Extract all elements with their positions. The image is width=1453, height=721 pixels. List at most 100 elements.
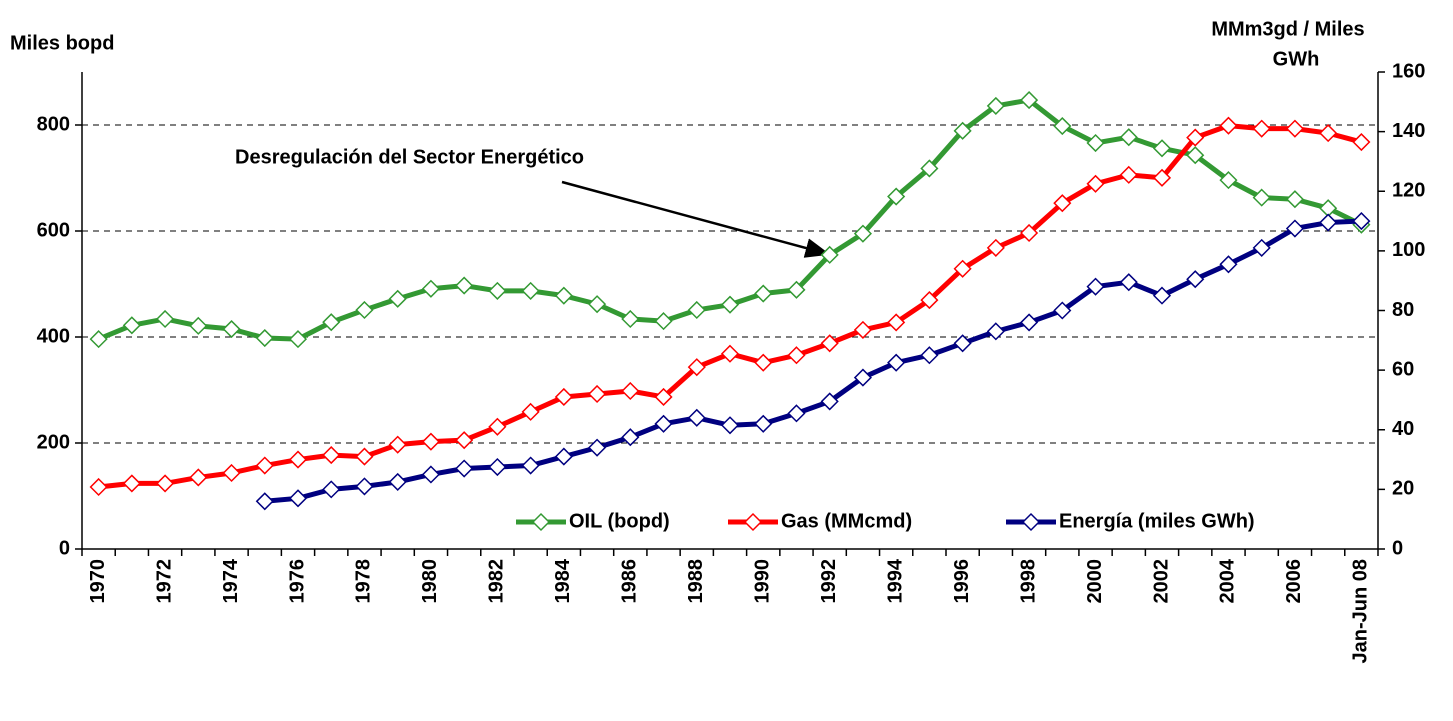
data-point [621,381,640,401]
data-point [820,334,839,353]
data-point [1152,286,1172,305]
x-tick-label: 1972 [153,559,175,604]
data-point [189,316,208,335]
data-point [1020,223,1039,243]
data-point [1086,174,1105,193]
data-point [754,414,773,433]
data-point [222,319,241,339]
data-point [1285,119,1304,138]
data-point [255,492,274,511]
legend-label: Gas (MMcmd) [781,510,912,532]
legend-marker [531,512,551,532]
data-point [355,300,374,320]
data-point [1252,188,1271,207]
data-point [222,463,241,483]
x-tick-label: 1970 [87,559,109,604]
data-point [1285,190,1304,209]
data-point [421,279,440,298]
data-point [355,447,374,466]
y2-tick-label: 80 [1392,299,1414,321]
data-point [754,353,773,372]
data-point [455,459,474,478]
data-point [288,330,308,349]
data-point [156,474,175,493]
series-line [264,218,1362,504]
y2-tick-label: 60 [1392,358,1414,380]
data-point [920,346,939,365]
data-point [322,446,341,465]
x-tick-label: 1982 [486,559,508,604]
data-point [986,96,1005,115]
data-point [89,330,108,349]
x-tick-label: 1976 [286,559,308,604]
x-tick-label: 1980 [419,559,441,604]
data-point [1020,91,1039,110]
data-point [1219,255,1238,274]
legend-label: OIL (bopd) [569,510,670,532]
x-tick-label: 1978 [353,559,375,604]
data-point [521,402,540,421]
data-point [122,474,141,493]
data-point [255,456,274,475]
data-point [887,187,906,206]
data-point [1319,124,1338,143]
data-point [1053,194,1072,213]
data-point [588,384,607,404]
y2-axis-label: MMm3gd / Miles [1211,18,1364,40]
data-point [787,280,806,299]
y2-tick-label: 120 [1392,180,1425,202]
data-point [488,417,507,436]
data-point [654,387,673,407]
data-point [388,435,407,454]
data-point [521,281,540,300]
data-point [1319,213,1338,232]
y2-tick-label: 100 [1392,239,1425,261]
data-point [588,295,607,314]
data-point [920,159,939,178]
data-point [1186,146,1205,165]
data-point [1086,133,1105,153]
data-point [1252,238,1271,257]
data-point [1285,219,1304,238]
x-tick-label: Jan-Jun 08 [1350,559,1372,663]
data-point [421,465,440,484]
data-point [521,456,540,475]
data-point [1020,313,1039,332]
data-point [421,432,440,451]
legend-label: Energía (miles GWh) [1059,510,1255,532]
data-point [1053,116,1072,136]
annotation: Desregulación del Sector Energético [235,146,584,168]
data-point [122,316,141,335]
data-point [322,313,341,332]
data-point [687,408,706,427]
data-point [621,309,640,329]
x-tick-label: 2006 [1283,559,1305,604]
y2-tick-label: 140 [1392,120,1425,142]
x-tick-label: 2000 [1084,559,1106,604]
data-point [1186,270,1205,289]
data-point [887,353,906,372]
data-point [355,477,374,496]
data-point [687,358,706,377]
data-point [986,322,1005,341]
x-tick-label: 1974 [220,558,242,603]
data-point [322,480,341,499]
data-point [720,344,740,363]
y-tick-label: 200 [37,431,70,453]
data-point [853,320,872,339]
data-point [953,121,972,140]
y2-tick-label: 0 [1392,537,1403,559]
y2-tick-label: 20 [1392,478,1414,500]
data-point [455,276,474,295]
data-point [554,387,573,407]
y-tick-label: 0 [59,537,70,559]
data-point [488,281,507,300]
data-point [488,457,507,477]
legend-marker [1021,512,1041,532]
data-point [654,312,673,331]
data-point [255,328,274,348]
data-point [1086,277,1105,296]
data-point [554,447,573,466]
data-point [388,472,407,491]
x-tick-label: 1984 [552,558,574,603]
